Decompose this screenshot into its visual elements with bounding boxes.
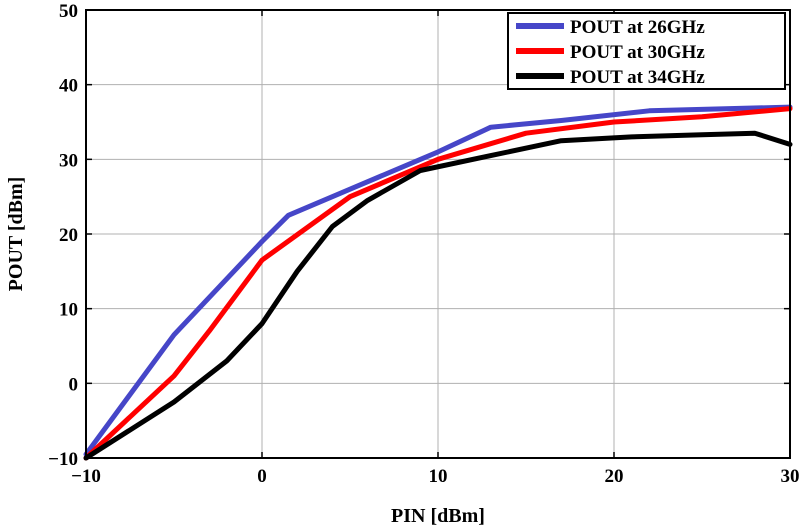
legend-label-30ghz: POUT at 30GHz	[570, 42, 705, 63]
axis-ticks: −10 0 10 20 30 −10 0 10 20 30 40 50	[48, 1, 799, 487]
x-tick-label: 20	[605, 466, 624, 487]
y-tick-label: 30	[59, 150, 78, 171]
series-line-26ghz	[83, 104, 793, 457]
legend-label-26ghz: POUT at 26GHz	[570, 17, 705, 38]
x-tick-label: 10	[429, 466, 448, 487]
series-line-30ghz	[83, 106, 793, 461]
x-tick-label: −10	[71, 466, 101, 487]
y-tick-label: 0	[69, 374, 79, 395]
y-tick-label: 40	[59, 76, 78, 97]
y-tick-label: −10	[48, 449, 78, 470]
legend-label-34ghz: POUT at 34GHz	[570, 67, 705, 88]
legend: POUT at 26GHz POUT at 30GHz POUT at 34GH…	[507, 12, 786, 90]
x-axis-label: PIN [dBm]	[391, 505, 485, 526]
y-tick-label: 50	[59, 1, 78, 22]
y-tick-label: 20	[59, 225, 78, 246]
series-lines	[83, 104, 793, 461]
x-tick-label: 30	[781, 466, 800, 487]
y-axis-label: POUT [dBm]	[5, 177, 27, 292]
y-tick-label: 10	[59, 300, 78, 321]
series-line-34ghz	[83, 130, 793, 461]
x-tick-label: 0	[257, 466, 267, 487]
